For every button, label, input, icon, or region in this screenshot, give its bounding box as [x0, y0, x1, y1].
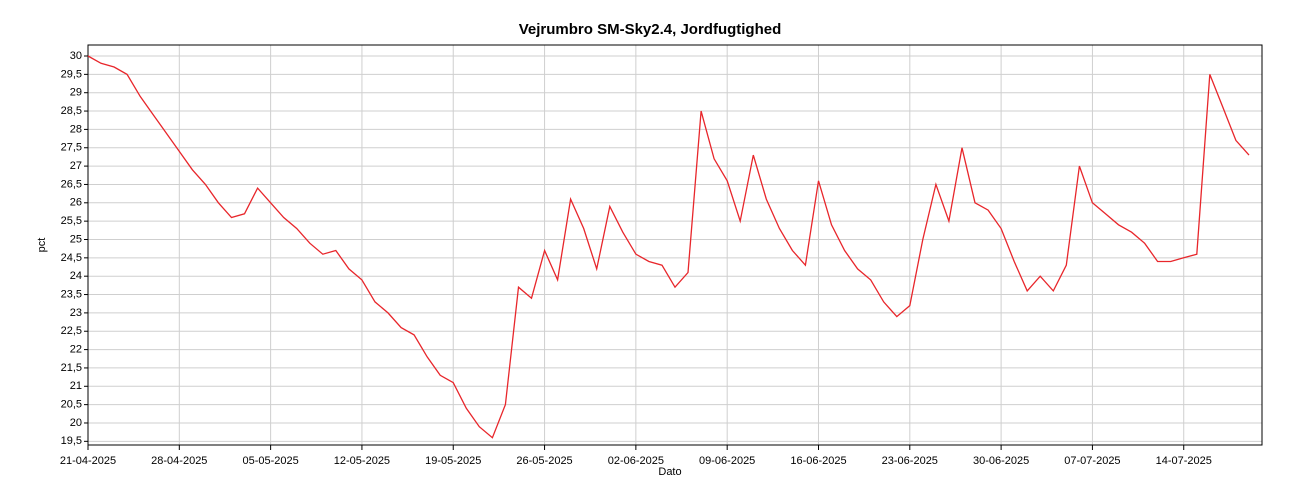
x-tick-label: 05-05-2025 [242, 455, 298, 467]
x-tick-label: 09-06-2025 [699, 455, 755, 467]
y-tick-label: 29 [70, 87, 82, 99]
y-tick-label: 24,5 [61, 252, 82, 264]
x-tick-label: 26-05-2025 [516, 455, 572, 467]
x-tick-label: 28-04-2025 [151, 455, 207, 467]
x-tick-label: 19-05-2025 [425, 455, 481, 467]
x-tick-label: 12-05-2025 [334, 455, 390, 467]
x-axis-label: Dato [658, 466, 681, 478]
y-tick-label: 21,5 [61, 362, 82, 374]
plot-frame [87, 44, 1263, 446]
x-tick-label: 30-06-2025 [973, 455, 1029, 467]
y-tick-label: 19,5 [61, 435, 82, 447]
y-tick-label: 27 [70, 160, 82, 172]
y-axis-label: pct [36, 238, 48, 253]
y-tick-label: 27,5 [61, 142, 82, 154]
y-tick-label: 26 [70, 197, 82, 209]
y-tick-label: 22 [70, 343, 82, 355]
y-tick-label: 25,5 [61, 215, 82, 227]
x-tick-label: 16-06-2025 [790, 455, 846, 467]
y-tick-label: 30 [70, 50, 82, 62]
y-tick-label: 26,5 [61, 178, 82, 190]
x-tick-label: 07-07-2025 [1064, 455, 1120, 467]
y-tick-label: 29,5 [61, 68, 82, 80]
x-tick-label: 21-04-2025 [60, 455, 116, 467]
y-tick-label: 25 [70, 233, 82, 245]
data-line [87, 55, 1250, 439]
plot-area [88, 45, 1262, 445]
y-tick-label: 20 [70, 417, 82, 429]
y-tick-label: 20,5 [61, 399, 82, 411]
y-tick-label: 22,5 [61, 325, 82, 337]
x-tick-label: 23-06-2025 [882, 455, 938, 467]
chart-title: Vejrumbro SM-Sky2.4, Jordfugtighed [519, 21, 782, 38]
y-tick-label: 28 [70, 123, 82, 135]
y-tick-label: 28,5 [61, 105, 82, 117]
x-tick-label: 14-07-2025 [1156, 455, 1212, 467]
y-tick-label: 23 [70, 307, 82, 319]
y-tick-label: 24 [70, 270, 82, 282]
y-tick-label: 21 [70, 380, 82, 392]
y-tick-label: 23,5 [61, 288, 82, 300]
x-tick-label: 02-06-2025 [608, 455, 664, 467]
